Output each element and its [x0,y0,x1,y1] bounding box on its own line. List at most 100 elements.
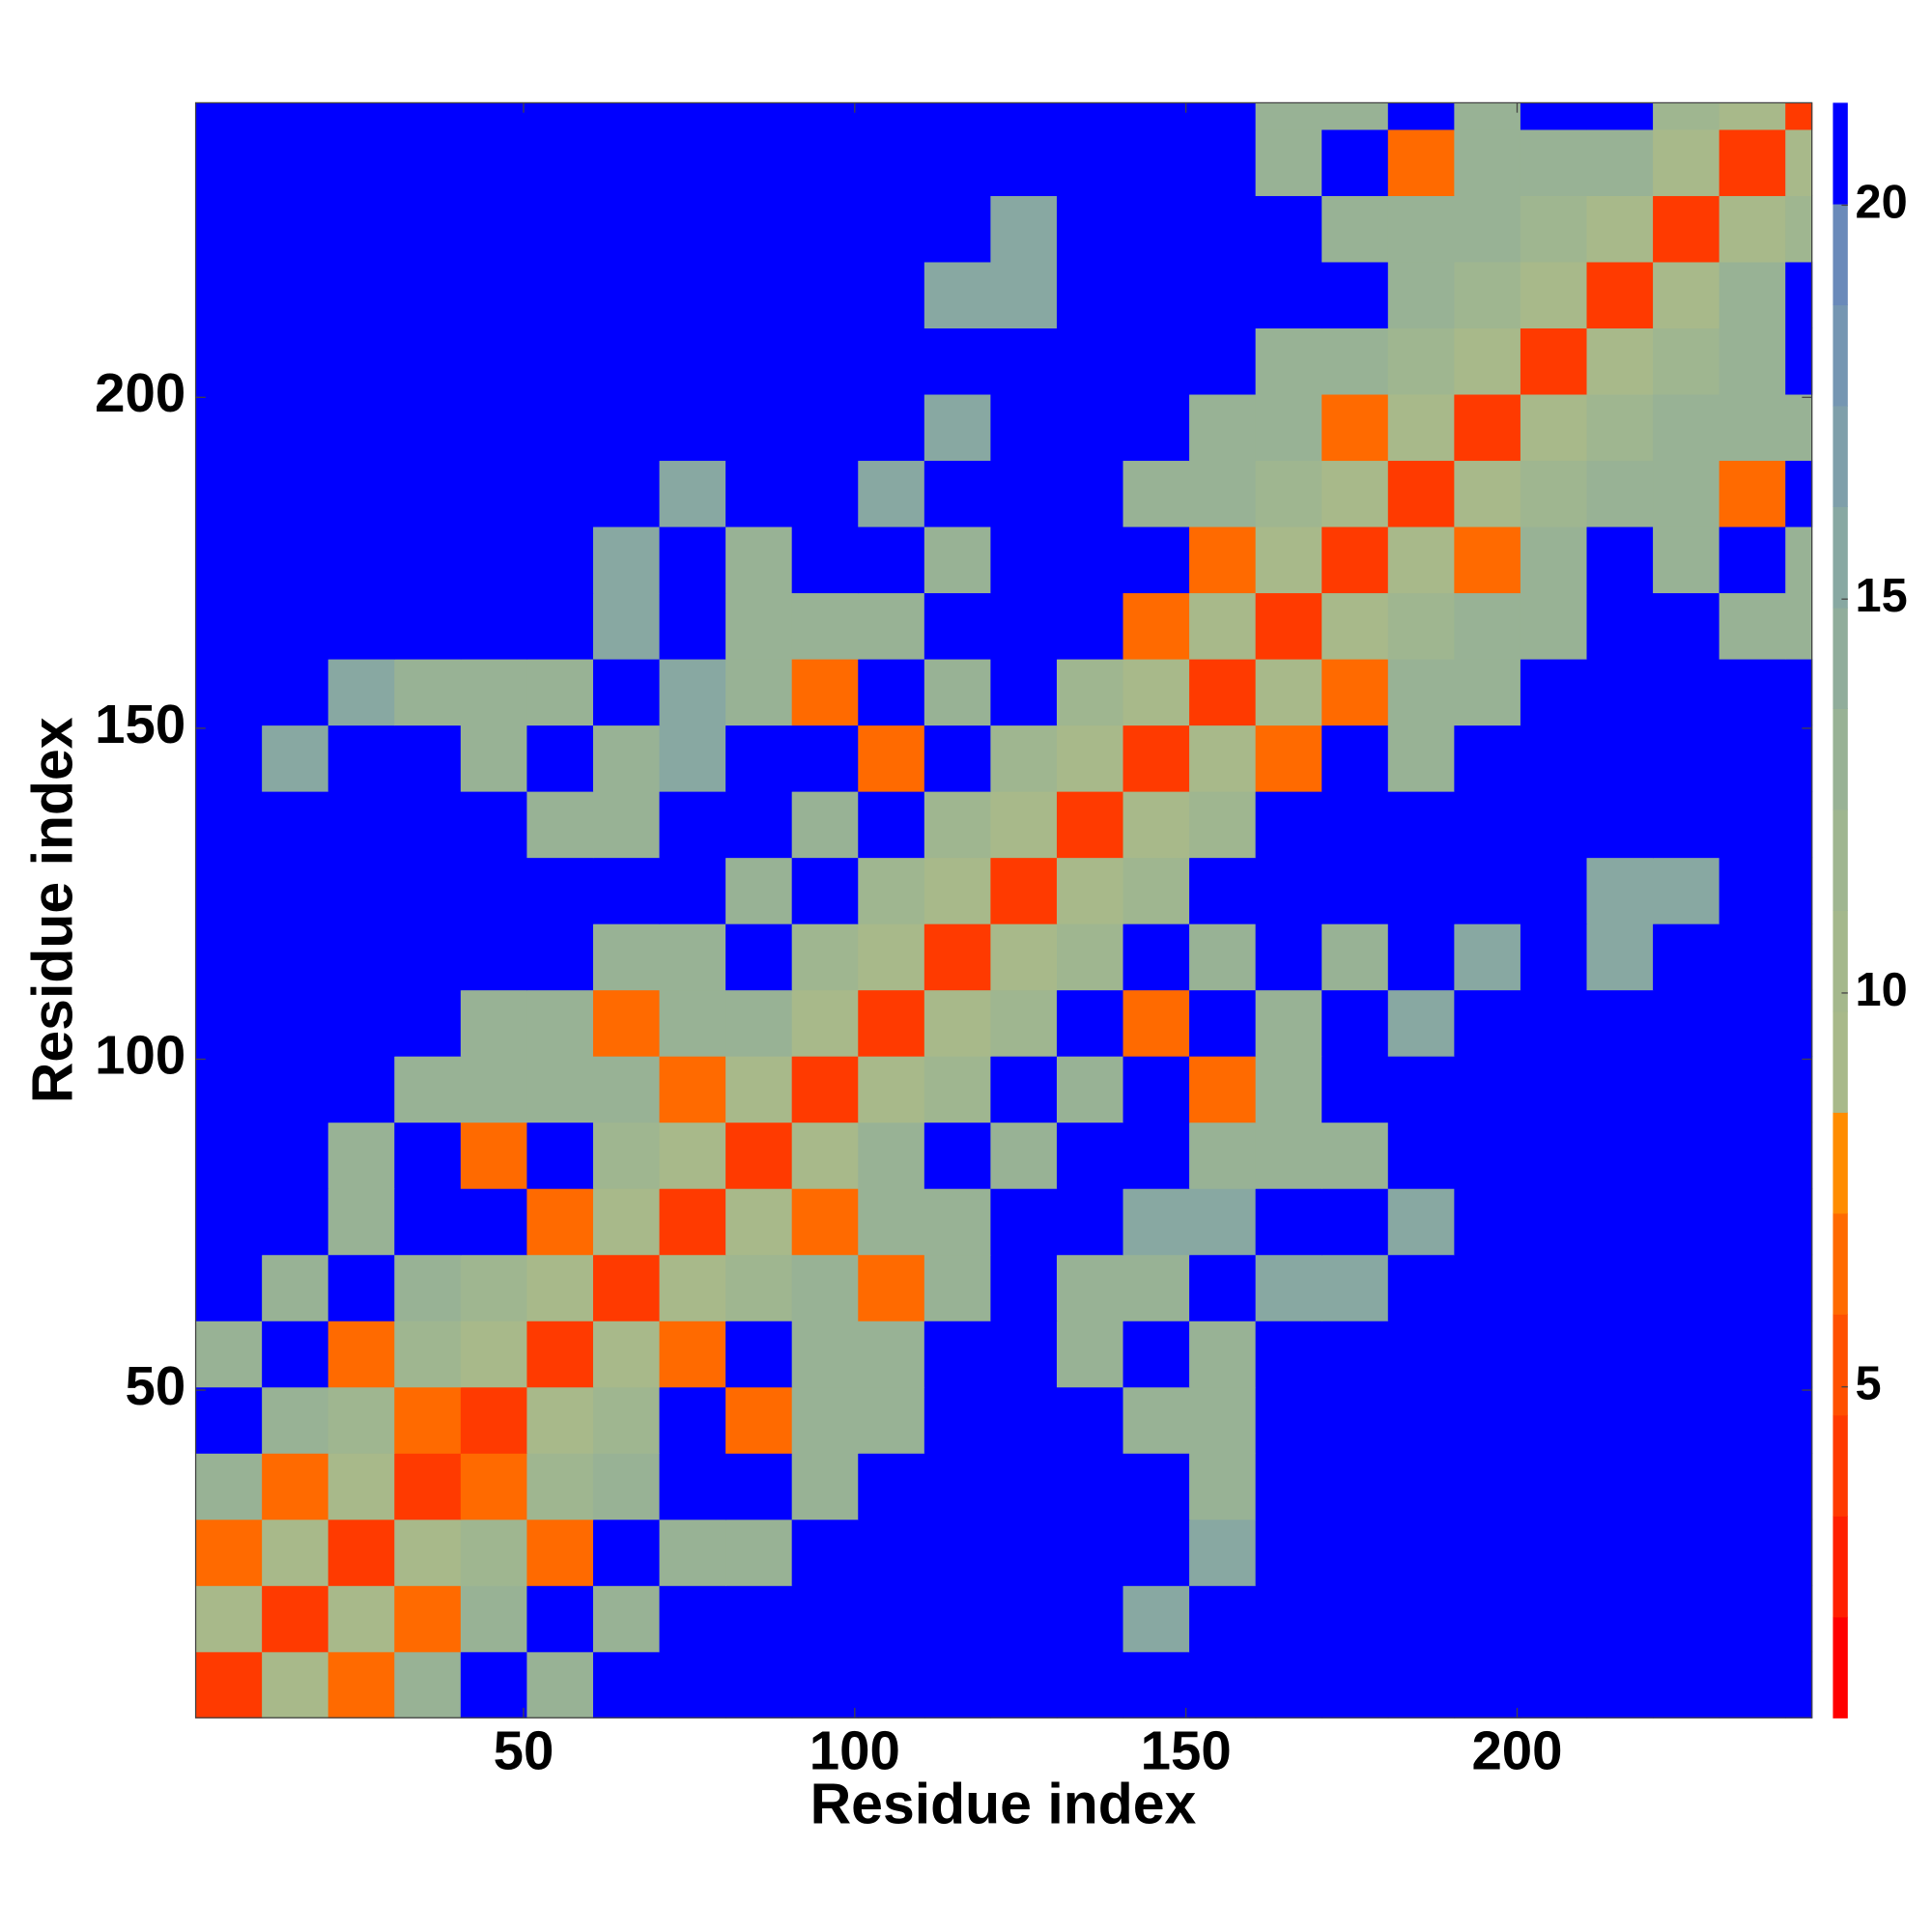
heatmap-cell [1586,327,1654,395]
heatmap-cell [1520,592,1588,660]
heatmap-cell [923,1519,992,1586]
heatmap-cell [725,1056,793,1123]
heatmap-cell [1189,1122,1257,1189]
heatmap-cell [659,1188,726,1256]
heatmap-cell [990,658,1058,726]
heatmap-cell [1520,1122,1588,1189]
heatmap-cell [394,923,462,991]
heatmap-cell [1056,1453,1124,1520]
heatmap-cell [923,1254,992,1321]
heatmap-cell [1785,1321,1813,1388]
heatmap-cell [526,1254,594,1321]
heatmap-cell [262,1386,329,1454]
heatmap-cell [791,1585,859,1653]
heatmap-cell [1321,1519,1389,1586]
heatmap-cell [1387,526,1456,594]
heatmap-cell [1321,1188,1389,1256]
heatmap-cell [858,1453,925,1520]
heatmap-cell [327,1056,395,1123]
heatmap-cell [1387,460,1456,527]
heatmap-cell [725,592,793,660]
heatmap-cell [1719,1122,1786,1189]
heatmap-cell [327,989,395,1057]
heatmap-cell [592,261,661,329]
heatmap-cell [725,102,793,130]
heatmap-cell [526,327,594,395]
heatmap-cell [990,857,1058,924]
heatmap-cell [1719,1254,1786,1321]
heatmap-cell [1387,1056,1456,1123]
heatmap-cell [990,261,1058,329]
heatmap-cell [1387,790,1456,859]
heatmap-cell [1122,195,1190,263]
heatmap-cell [526,724,594,792]
heatmap-cell [460,923,528,991]
heatmap-cell [394,1386,462,1454]
heatmap-cell [195,526,263,594]
heatmap-cell [923,790,992,859]
heatmap-cell [1719,989,1786,1057]
heatmap-cell [394,1585,462,1653]
heatmap-cell [659,195,726,263]
heatmap-cell [460,327,528,395]
colorbar-tick-label: 5 [1856,1358,1882,1410]
heatmap-cell [1454,857,1521,924]
heatmap-cell [791,790,859,859]
heatmap-cell [1454,102,1521,130]
heatmap-cell [394,195,462,263]
heatmap-cell [195,1651,263,1719]
heatmap-cell [1122,1585,1190,1653]
heatmap-cell [858,1651,925,1719]
heatmap-cell [1454,1386,1521,1454]
heatmap-cell [659,1254,726,1321]
heatmap-cell [791,1254,859,1321]
heatmap-cell [1189,1585,1257,1653]
heatmap-cell [1255,1519,1322,1586]
heatmap-cell [659,1453,726,1520]
heatmap-cell [526,102,594,130]
heatmap-cell [460,460,528,527]
heatmap-cell [923,592,992,660]
y-tick-label: 200 [95,362,185,423]
heatmap-cell [1387,195,1456,263]
heatmap-cell [1056,724,1124,792]
heatmap-cell [1653,460,1720,527]
colorbar-band [1833,405,1848,507]
x-axis-title: Residue index [810,1773,1197,1835]
heatmap-cell [1719,128,1786,196]
heatmap-cell [1387,261,1456,329]
heatmap-cell [1321,724,1389,792]
heatmap-cell [262,526,329,594]
heatmap-cell [262,1056,329,1123]
heatmap-cell [1189,1519,1257,1586]
colorbar-band [1833,1616,1848,1719]
colorbar-band [1833,1516,1848,1618]
heatmap-cell [1520,1519,1588,1586]
heatmap-cell [1255,724,1322,792]
heatmap-cell [1189,327,1257,395]
heatmap-cell [923,658,992,726]
heatmap-cell [195,1321,263,1388]
heatmap-cell [725,327,793,395]
heatmap-cell [923,393,992,462]
heatmap-cell [1387,1321,1456,1388]
heatmap-cell [592,1519,661,1586]
heatmap-cell [1586,1519,1654,1586]
heatmap-cell [1719,460,1786,527]
heatmap-cell [460,592,528,660]
heatmap-cell [526,658,594,726]
heatmap-cell [1719,592,1786,660]
heatmap-cell [1321,261,1389,329]
heatmap-cell [923,923,992,991]
heatmap-cell [1520,989,1588,1057]
heatmap-cell [1189,393,1257,462]
heatmap-cell [725,460,793,527]
heatmap-cell [791,460,859,527]
heatmap-cell [1653,327,1720,395]
heatmap-cell [1122,128,1190,196]
heatmap-cell [1586,195,1654,263]
colorbar-band [1833,304,1848,407]
heatmap-cell [592,1321,661,1388]
heatmap-cell [725,393,793,462]
